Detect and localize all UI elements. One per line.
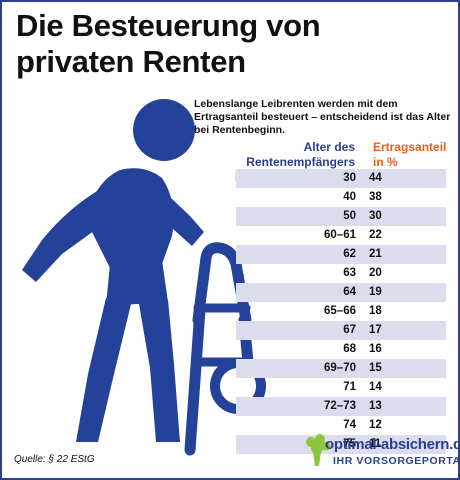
rate-cell: 20: [369, 267, 382, 279]
table-row: 75 11: [236, 435, 446, 454]
table-row: 71 14: [236, 378, 446, 397]
table-row: 50 30: [236, 207, 446, 226]
rate-cell: 12: [369, 419, 382, 431]
age-cell: 30: [343, 172, 356, 184]
table-row: 30 44: [236, 169, 446, 188]
age-cell: 72–73: [324, 400, 356, 412]
age-cell: 74: [343, 419, 356, 431]
table-row: 62 21: [236, 245, 446, 264]
table-row: 60–61 22: [236, 226, 446, 245]
age-cell: 64: [343, 286, 356, 298]
brand-tagline: IHR VORSORGEPORTAL: [333, 455, 460, 467]
source-note: Quelle: § 22 EStG: [14, 454, 95, 465]
age-cell: 71: [343, 381, 356, 393]
age-cell: 65–66: [324, 305, 356, 317]
figure-front-leg: [138, 298, 180, 442]
figure-head: [133, 99, 195, 161]
table-row: 63 20: [236, 264, 446, 283]
rate-cell: 15: [369, 362, 382, 374]
rate-cell: 21: [369, 248, 382, 260]
title-line-2: privaten Renten: [16, 44, 246, 79]
age-cell: 69–70: [324, 362, 356, 374]
age-cell: 75: [343, 438, 356, 450]
rate-cell: 22: [369, 229, 382, 241]
table-row: 67 17: [236, 321, 446, 340]
table-row: 72–73 13: [236, 397, 446, 416]
table-row: 65–66 18: [236, 302, 446, 321]
title-line-1: Die Besteuerung von: [16, 8, 321, 43]
rate-cell: 44: [369, 172, 382, 184]
rate-cell: 14: [369, 381, 382, 393]
page-title: Die Besteuerung von privaten Renten: [16, 8, 321, 80]
rate-cell: 17: [369, 324, 382, 336]
rate-cell: 13: [369, 400, 382, 412]
age-cell: 60–61: [324, 229, 356, 241]
age-cell: 62: [343, 248, 356, 260]
rate-cell: 38: [369, 191, 382, 203]
elderly-person-with-walker-icon: [22, 99, 266, 456]
age-cell: 50: [343, 210, 356, 222]
brand-name: optimal-absichern.de: [325, 436, 460, 453]
age-cell: 40: [343, 191, 356, 203]
age-cell: 67: [343, 324, 356, 336]
clover-person-logo-icon: [306, 434, 331, 466]
table-row: 69–70 15: [236, 359, 446, 378]
intro-text: Lebenslange Leibrenten werden mit dem Er…: [194, 98, 451, 136]
rate-cell: 18: [369, 305, 382, 317]
figure-back-arm: [22, 188, 102, 282]
table-row: 74 12: [236, 416, 446, 435]
rate-cell: 16: [369, 343, 382, 355]
rate-cell: 30: [369, 210, 382, 222]
rate-cell: 19: [369, 286, 382, 298]
rate-cell: 11: [369, 438, 382, 450]
table-row: 64 19: [236, 283, 446, 302]
figure-back-leg: [76, 298, 132, 442]
rate-column-header: Ertragsanteil in %: [373, 140, 447, 169]
age-cell: 63: [343, 267, 356, 279]
age-cell: 68: [343, 343, 356, 355]
table-row: 40 38: [236, 188, 446, 207]
brand-logo: optimal-absichern.de IHR VORSORGEPORTAL: [305, 434, 458, 474]
table-row: 68 16: [236, 340, 446, 359]
ertragsanteil-table: 30 44 40 38 50 30 60–61 22 62 21 63 20 64 19 65–66 18 67…: [236, 169, 446, 454]
figure-front-arm: [142, 180, 204, 246]
figure-hips: [106, 260, 168, 306]
